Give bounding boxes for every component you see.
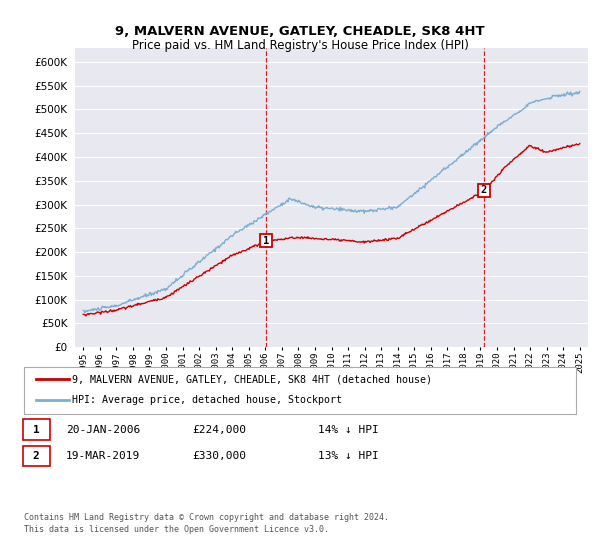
Text: 13% ↓ HPI: 13% ↓ HPI [318,451,379,461]
Text: 19-MAR-2019: 19-MAR-2019 [66,451,140,461]
Text: This data is licensed under the Open Government Licence v3.0.: This data is licensed under the Open Gov… [24,525,329,534]
Text: 2: 2 [32,451,40,461]
FancyBboxPatch shape [260,234,272,248]
Text: 2: 2 [481,185,487,195]
Text: £330,000: £330,000 [192,451,246,461]
Text: Price paid vs. HM Land Registry's House Price Index (HPI): Price paid vs. HM Land Registry's House … [131,39,469,52]
Text: Contains HM Land Registry data © Crown copyright and database right 2024.: Contains HM Land Registry data © Crown c… [24,513,389,522]
Text: 1: 1 [263,236,269,246]
Text: 1: 1 [32,424,40,435]
FancyBboxPatch shape [478,184,490,197]
Text: HPI: Average price, detached house, Stockport: HPI: Average price, detached house, Stoc… [72,395,342,405]
Text: 14% ↓ HPI: 14% ↓ HPI [318,424,379,435]
Text: £224,000: £224,000 [192,424,246,435]
Text: 20-JAN-2006: 20-JAN-2006 [66,424,140,435]
Text: 9, MALVERN AVENUE, GATLEY, CHEADLE, SK8 4HT (detached house): 9, MALVERN AVENUE, GATLEY, CHEADLE, SK8 … [72,374,432,384]
Text: 9, MALVERN AVENUE, GATLEY, CHEADLE, SK8 4HT: 9, MALVERN AVENUE, GATLEY, CHEADLE, SK8 … [115,25,485,38]
